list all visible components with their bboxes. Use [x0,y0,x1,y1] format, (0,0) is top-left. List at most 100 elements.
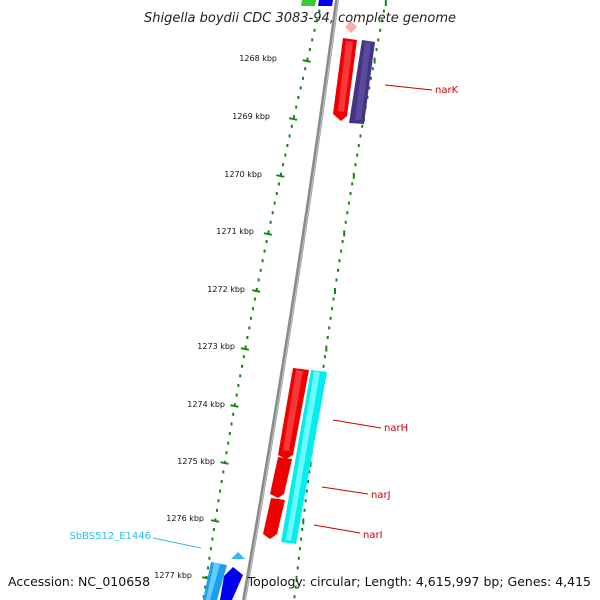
scale-dot [308,48,311,51]
scale-dot [313,28,316,32]
outer-dot [297,556,300,560]
outer-dot [346,211,349,215]
leader-line-narK [384,84,433,91]
scale-dot [286,144,289,147]
scale-dot [248,326,251,330]
outer-dot [322,364,325,368]
outer-dot [381,19,383,23]
outer-dot [343,230,346,237]
outer-dot [337,268,339,272]
genome-backbone-highlight [244,0,339,600]
outer-dot [338,259,341,263]
scale-dot [211,537,214,541]
map-title: Shigella boydii CDC 3083-94, complete ge… [144,11,456,26]
scale-dot [277,182,280,186]
kbp-label: 1268 kbp [239,54,277,63]
scale-dot [230,422,233,426]
scale-dot [244,345,247,349]
gene-label-narH[interactable]: narH [384,423,408,434]
outer-dot [331,307,334,311]
outer-dot [370,76,372,80]
scale-dot [293,115,295,119]
scale-dot [232,412,235,416]
scale-dot [255,288,258,291]
scale-dot [259,268,262,272]
scale-dot [209,547,212,551]
scale-dot [267,230,270,234]
scale-dot [228,432,231,435]
leader-line-narI [313,524,361,534]
outer-dot [371,67,374,71]
scale-dot [207,566,209,570]
outer-dot [384,0,387,6]
scale-tick [240,347,250,351]
kbp-label: 1276 kbp [166,514,204,523]
scale-dot [295,105,298,109]
kbp-label: 1274 kbp [187,400,225,409]
scale-dot [315,19,318,23]
gene-label-narI[interactable]: narI [363,530,383,541]
outer-dot [304,499,307,503]
gene-arrow-green[interactable] [301,0,316,6]
scale-tick [210,519,220,523]
outer-dot [323,355,326,359]
outer-dot [300,537,302,541]
scale-dot [225,451,228,455]
scale-dot [219,489,222,493]
scale-dot [214,518,217,522]
outer-dot [375,48,378,51]
outer-dot [309,460,312,467]
outer-dot [307,480,309,483]
outer-dot [325,345,328,352]
kbp-label: 1275 kbp [177,457,215,466]
scale-dot [250,316,253,320]
outer-dot [368,86,371,90]
outer-dot [329,316,332,320]
gene-marker-cyan[interactable] [231,552,245,559]
scale-dot [220,480,223,483]
scale-dot [306,57,309,61]
outer-dot [373,57,376,64]
scale-dot [318,9,321,13]
scale-dot [233,403,236,407]
outer-dot [349,192,352,195]
scale-tick [288,117,298,121]
gene-arrow-narJ[interactable] [270,457,292,498]
outer-dot [302,518,305,525]
scale-dot [252,307,254,311]
scale-dot [290,124,293,128]
gene-arrow-narI[interactable] [263,498,285,539]
outer-dot [356,153,359,157]
gene-arrow-blue[interactable] [318,0,333,6]
gene-label-narJ[interactable]: narJ [371,490,391,501]
scale-tick [276,174,285,178]
outer-dot [344,220,347,224]
kbp-label: 1271 kbp [216,227,254,236]
scale-dot [261,259,264,263]
outer-dot [296,566,299,570]
leader-line-narJ [321,486,369,495]
scale-dot [216,508,218,512]
gene-label-SbBS512_E1446[interactable]: SbBS512_E1446 [69,531,151,542]
scale-dot [284,153,287,157]
gene-arrow-blue-bottom[interactable] [220,567,243,600]
outer-dot [352,172,355,179]
gene-label-narK[interactable]: narK [435,85,459,96]
scale-tick [252,289,261,293]
scale-dot [269,220,272,224]
outer-dot [332,297,335,301]
scale-dot [222,470,225,474]
scale-dot [288,134,291,138]
scale-dot [235,393,238,397]
outer-dot [298,547,301,551]
gene-marker-pink[interactable] [345,21,357,33]
scale-dot [304,67,307,71]
kbp-label: 1269 kbp [232,112,270,121]
scale-tick [230,404,239,408]
scale-dot [208,556,211,560]
outer-dot [341,240,344,243]
genome-summary-text: Topology: circular; Length: 4,615,997 bp… [247,574,591,589]
scale-dot [246,336,249,339]
outer-dot [354,163,357,167]
